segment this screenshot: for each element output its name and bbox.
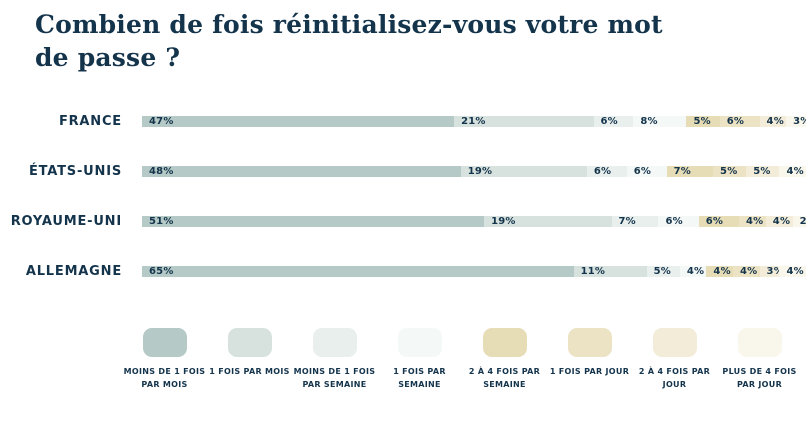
segment-value-label: 3% <box>793 115 806 127</box>
bar-row-royaume-uni: ROYAUME-UNI 51% 19% 7% 6% 6% 4% 4% 2% <box>0 202 806 240</box>
segment-value-label: 4% <box>745 215 764 227</box>
legend-swatch <box>652 328 697 357</box>
segment-value-label: 5% <box>693 115 711 127</box>
segment-value-label: 8% <box>640 115 658 127</box>
legend-label: 1 FOIS PAR MOIS <box>209 367 290 376</box>
segment-value-label: 5% <box>753 165 771 177</box>
segment-value-label: 7% <box>618 215 636 227</box>
bar-segment-moins-de-1-fois-par-mois: 48% <box>142 165 461 177</box>
bar-segment-1-fois-par-jour: 5% <box>713 165 747 177</box>
bar-segment-moins-de-1-fois-par-semaine: 5% <box>646 265 680 277</box>
bar-segment-2-a-4-fois-par-semaine: 4% <box>706 265 733 277</box>
legend-swatch <box>482 328 527 357</box>
legend-item-plus-de-4-fois-par-jour: PLUS DE 4 FOIS PAR JOUR <box>717 328 802 392</box>
segment-value-label: 4% <box>786 265 804 277</box>
segment-value-label: 65% <box>149 265 174 277</box>
segment-value-label: 51% <box>149 215 174 227</box>
segment-value-label: 6% <box>600 115 618 127</box>
bar-segment-moins-de-1-fois-par-semaine: 6% <box>593 115 634 127</box>
bar-segment-moins-de-1-fois-par-mois: 47% <box>142 115 455 127</box>
legend-label: PLUS DE 4 FOIS PAR JOUR <box>722 367 797 389</box>
row-label-allemagne: ALLEMAGNE <box>25 263 122 279</box>
bar-segment-2-a-4-fois-par-jour: 3% <box>759 265 784 277</box>
segment-value-label: 6% <box>726 115 745 127</box>
segment-value-label: 6% <box>633 165 652 177</box>
bar-segment-1-fois-par-semaine: 8% <box>633 115 687 127</box>
segment-value-label: 47% <box>149 115 174 127</box>
bar-segment-1-fois-par-semaine: 6% <box>658 215 699 227</box>
bar-segment-2-a-4-fois-par-semaine: 7% <box>666 165 714 177</box>
bar-row-france: FRANCE 47% 21% 6% 8% 5% 6% 4% 3% <box>0 102 806 140</box>
bar-segment-1-fois-par-jour: 4% <box>738 215 766 227</box>
bar-segment-plus-de-4-fois-par-jour: 4% <box>779 165 806 177</box>
segment-value-label: 11% <box>580 265 606 277</box>
legend-item-1-fois-par-mois: 1 FOIS PAR MOIS <box>207 328 292 392</box>
bar-segment-1-fois-par-jour: 4% <box>732 265 760 277</box>
bar-row-etats-unis: ÉTATS-UNIS 48% 19% 6% 6% 7% 5% 5% 4% <box>0 152 806 190</box>
bar-segment-2-a-4-fois-par-jour: 5% <box>746 165 780 177</box>
legend-item-moins-de-1-fois-par-semaine: MOINS DE 1 FOIS PAR SEMAINE <box>292 328 377 392</box>
segment-value-label: 6% <box>665 215 683 227</box>
bar-segment-moins-de-1-fois-par-mois: 65% <box>142 265 574 277</box>
segment-value-label: 6% <box>705 215 724 227</box>
segment-value-label: 4% <box>786 165 804 177</box>
bar-segment-1-fois-par-mois: 19% <box>484 215 612 227</box>
segment-value-label: 19% <box>467 165 493 177</box>
bar-segment-2-a-4-fois-par-jour: 4% <box>759 115 787 127</box>
legend-label: 1 FOIS PAR JOUR <box>549 367 630 376</box>
segment-value-label: 5% <box>720 165 738 177</box>
bar-segment-1-fois-par-mois: 19% <box>460 165 587 177</box>
bar-row-allemagne: ALLEMAGNE 65% 11% 5% 4% 4% 4% 3% 4% <box>0 252 806 290</box>
legend-label: 1 FOIS PAR SEMAINE <box>393 367 446 389</box>
segment-value-label: 21% <box>461 115 486 127</box>
segment-value-label: 2% <box>799 215 806 227</box>
row-label-france: FRANCE <box>58 113 122 129</box>
legend-swatch <box>567 328 612 357</box>
bar-segment-1-fois-par-mois: 21% <box>454 115 594 127</box>
legend-label: 2 À 4 FOIS PAR JOUR <box>638 367 711 389</box>
segment-value-label: 4% <box>686 265 705 277</box>
segment-value-label: 4% <box>739 265 758 277</box>
legend-swatch <box>312 328 357 357</box>
legend-swatch <box>737 328 782 357</box>
segment-value-label: 5% <box>653 265 672 277</box>
legend-item-1-fois-par-semaine: 1 FOIS PAR SEMAINE <box>377 328 462 392</box>
legend-label: MOINS DE 1 FOIS PAR SEMAINE <box>293 367 376 389</box>
bar-segment-1-fois-par-semaine: 4% <box>679 265 707 277</box>
bar-segment-plus-de-4-fois-par-jour: 4% <box>779 265 806 277</box>
segment-value-label: 19% <box>491 215 516 227</box>
bar-segment-1-fois-par-semaine: 6% <box>626 165 667 177</box>
legend-swatch <box>142 328 187 357</box>
row-label-royaume-uni: ROYAUME-UNI <box>10 213 122 229</box>
bar-segment-moins-de-1-fois-par-mois: 51% <box>142 215 485 227</box>
bar-segment-1-fois-par-mois: 11% <box>573 265 647 277</box>
bar-segment-2-a-4-fois-par-jour: 4% <box>765 215 793 227</box>
segment-value-label: 4% <box>772 215 791 227</box>
bar-segment-moins-de-1-fois-par-semaine: 7% <box>611 215 659 227</box>
segment-value-label: 48% <box>149 165 174 177</box>
segment-value-label: 3% <box>766 265 784 277</box>
legend-item-2-a-4-fois-par-jour: 2 À 4 FOIS PAR JOUR <box>632 328 717 392</box>
chart-legend: MOINS DE 1 FOIS PAR MOIS 1 FOIS PAR MOIS M… <box>122 328 802 392</box>
legend-label: MOINS DE 1 FOIS PAR MOIS <box>123 367 206 389</box>
segment-value-label: 6% <box>593 165 612 177</box>
row-label-etats-unis: ÉTATS-UNIS <box>28 163 122 179</box>
bar-segment-moins-de-1-fois-par-semaine: 6% <box>586 165 627 177</box>
legend-label: 2 À 4 FOIS PAR SEMAINE <box>468 367 541 389</box>
segment-value-label: 4% <box>713 265 731 277</box>
legend-item-2-a-4-fois-par-semaine: 2 À 4 FOIS PAR SEMAINE <box>462 328 547 392</box>
stacked-bar-chart: FRANCE47%21%6%8%5%6%4%3%ÉTATS-UNIS48%19%… <box>0 102 806 290</box>
legend-swatch <box>227 328 272 357</box>
bar-segment-2-a-4-fois-par-semaine: 6% <box>698 215 739 227</box>
legend-swatch <box>397 328 442 357</box>
segment-value-label: 7% <box>673 165 691 177</box>
chart-title: Combien de fois réinitialisez-vous votre… <box>35 10 663 72</box>
bar-segment-plus-de-4-fois-par-jour: 2% <box>792 215 806 227</box>
segment-value-label: 4% <box>766 115 784 127</box>
bar-segment-2-a-4-fois-par-semaine: 5% <box>686 115 720 127</box>
bar-segment-plus-de-4-fois-par-jour: 3% <box>786 115 806 127</box>
legend-item-1-fois-par-jour: 1 FOIS PAR JOUR <box>547 328 632 392</box>
legend-item-moins-de-1-fois-par-mois: MOINS DE 1 FOIS PAR MOIS <box>122 328 207 392</box>
bar-segment-1-fois-par-jour: 6% <box>719 115 760 127</box>
